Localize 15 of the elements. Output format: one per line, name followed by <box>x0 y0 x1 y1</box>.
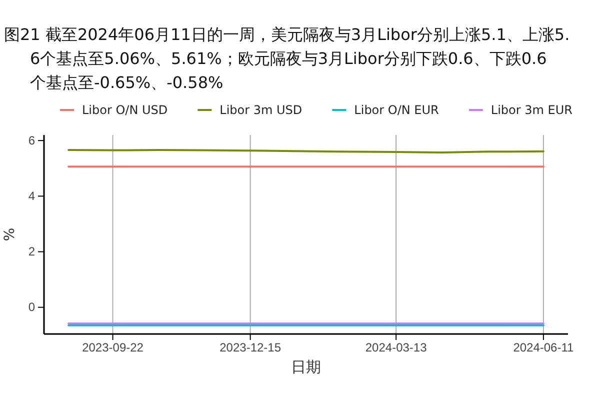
y-tick-label: 6 <box>28 133 36 148</box>
y-tick-label: 0 <box>28 300 36 314</box>
x-tick-label: 2024-03-13 <box>365 340 428 355</box>
chart-title: 图21 截至2024年06月11日的一周，美元隔夜与3月Libor分别上涨5.1、上涨5.6个基点至5.06%、5.61%；欧元隔夜与3月Libor分别下跌0.6、下跌0.6个基点至-0.65%、-0.58% <box>4 25 570 92</box>
y-tick-label: 2 <box>28 244 36 259</box>
y-axis-title: % <box>2 228 18 242</box>
x-axis-title: 日期 <box>291 358 321 376</box>
x-tick-label: 2023-12-15 <box>220 340 282 355</box>
legend-label: Libor O/N USD <box>82 103 168 117</box>
legend-label: Libor O/N EUR <box>354 103 439 117</box>
legend-label: Libor 3m USD <box>220 103 302 117</box>
x-tick-label: 2023-09-22 <box>82 340 144 355</box>
legend-label: Libor 3m EUR <box>490 103 572 117</box>
x-tick-label: 2024-06-11 <box>513 340 574 355</box>
y-tick-label: 4 <box>28 188 36 203</box>
